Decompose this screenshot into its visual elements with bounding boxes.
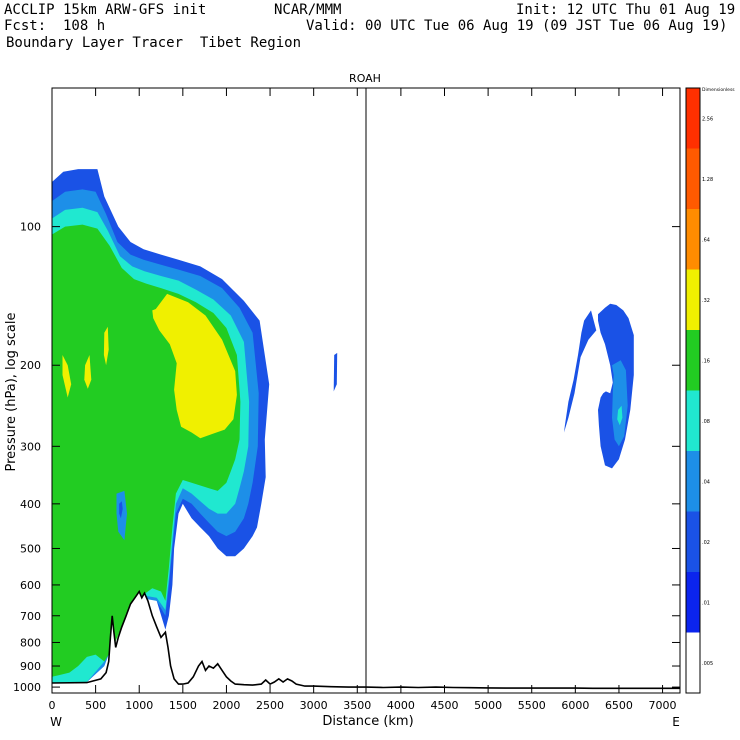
- header-valid: Valid: 00 UTC Tue 06 Aug 19 (09 JST Tue …: [306, 18, 728, 34]
- x-tick-label: 1500: [169, 699, 197, 712]
- x-tick-label: 3500: [343, 699, 371, 712]
- x-tick-label: 1000: [125, 699, 153, 712]
- colorbar-label: .16: [702, 358, 710, 364]
- y-tick-label: 800: [20, 636, 41, 649]
- header-fcst: Fcst: 108 h: [4, 18, 106, 34]
- x-axis-ticks: 0 500 1000 1500 2000 2500 3000 3500 4000 4500 5000…: [49, 88, 677, 712]
- colorbar-label: .02: [702, 540, 710, 546]
- plot-frame: [51, 87, 681, 694]
- colorbar-segment: [686, 632, 700, 693]
- terrain-layer: [52, 589, 680, 693]
- tracer-blob-level-6: [152, 293, 237, 439]
- y-tick-label: 500: [20, 542, 41, 555]
- terrain-fill: [52, 591, 680, 693]
- colorbar-segment: [686, 209, 700, 270]
- x-tick-label: 6500: [605, 699, 633, 712]
- colorbar-segment: [686, 390, 700, 451]
- x-tick-label: 5500: [518, 699, 546, 712]
- tracer-blob-level-2: [564, 310, 597, 433]
- x-axis-end-label: E: [672, 715, 680, 729]
- colorbar-label: 1.28: [702, 177, 713, 183]
- header-model: ACCLIP 15km ARW-GFS init: [4, 2, 207, 18]
- tracer-blob-level-3: [116, 490, 127, 541]
- tracer-blob-level-4: [617, 405, 623, 426]
- y-tick-label: 1000: [13, 681, 41, 694]
- colorbar: .005 .01 .02 .04 .08 .16 .32 .64 1.28 2.56 Dimensi…: [685, 87, 735, 694]
- x-tick-label: 5000: [474, 699, 502, 712]
- y-tick-label: 200: [20, 359, 41, 372]
- colorbar-segment: [686, 88, 700, 149]
- tracer-blob-level-2: [119, 501, 123, 519]
- colorbar-label: .005: [702, 661, 713, 667]
- colorbar-label: .01: [702, 600, 710, 606]
- x-tick-label: 4000: [387, 699, 415, 712]
- chart-title: ROAH: [349, 72, 381, 85]
- tracer-blob-level-6: [103, 326, 109, 366]
- colorbar-segment: [686, 148, 700, 209]
- y-tick-label: 900: [20, 660, 41, 673]
- x-tick-label: 3000: [300, 699, 328, 712]
- y-tick-label: 300: [20, 440, 41, 453]
- colorbar-label: .32: [702, 298, 710, 304]
- x-axis-label: Distance (km): [322, 714, 413, 729]
- x-tick-label: 2500: [256, 699, 284, 712]
- x-axis-start-label: W: [50, 715, 62, 729]
- colorbar-label: .64: [702, 237, 710, 243]
- y-axis-label: Pressure (hPa), log scale: [4, 313, 19, 472]
- y-axis-ticks: 100 200 300 400 500 600 700 800 900 1000: [13, 221, 680, 694]
- tracer-fill-layer: [52, 169, 634, 684]
- header-org: NCAR/MMM: [274, 2, 342, 18]
- colorbar-label: 2.56: [702, 116, 713, 122]
- tracer-blob-level-3: [612, 360, 628, 447]
- y-tick-label: 400: [20, 498, 41, 511]
- colorbar-label: .04: [702, 479, 710, 485]
- x-tick-label: 4500: [431, 699, 459, 712]
- colorbar-segment: [686, 451, 700, 512]
- x-tick-label: 500: [85, 699, 106, 712]
- header-field: Boundary Layer Tracer Tibet Region: [6, 35, 302, 51]
- x-tick-label: 2000: [212, 699, 240, 712]
- tracer-blob-level-6: [84, 355, 92, 389]
- colorbar-frame: [685, 87, 701, 694]
- colorbar-label: .08: [702, 419, 710, 425]
- tracer-blob-level-2: [333, 352, 338, 392]
- terrain-line: [52, 589, 680, 690]
- colorbar-segment: [686, 330, 700, 391]
- header-init: Init: 12 UTC Thu 01 Aug 19: [516, 2, 736, 18]
- y-tick-label: 600: [20, 579, 41, 592]
- tracer-blob-level-6: [62, 355, 72, 398]
- x-tick-label: 6000: [561, 699, 589, 712]
- colorbar-label: Dimensionless: [702, 87, 735, 93]
- colorbar-segment: [686, 269, 700, 330]
- x-tick-label: 7000: [649, 699, 677, 712]
- x-tick-label: 0: [49, 699, 56, 712]
- colorbar-segment: [686, 572, 700, 633]
- y-tick-label: 100: [20, 221, 41, 234]
- colorbar-segment: [686, 511, 700, 572]
- y-tick-label: 700: [20, 610, 41, 623]
